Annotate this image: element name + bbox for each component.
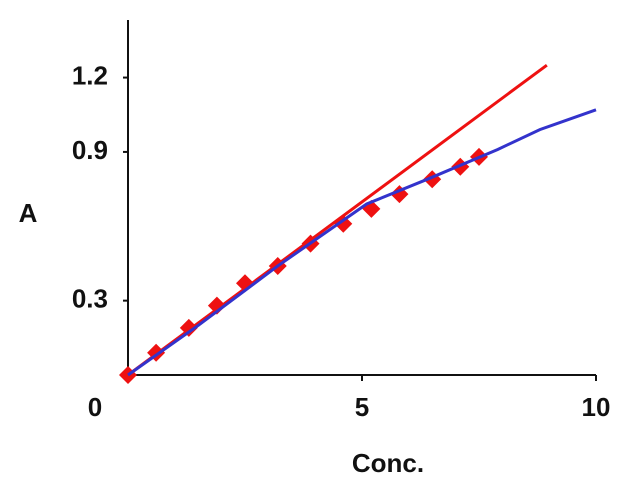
line <box>127 108 597 377</box>
y-axis-label: A <box>19 198 38 228</box>
point <box>207 296 226 315</box>
y-tick-label: 1.2 <box>72 60 108 90</box>
line <box>127 63 548 377</box>
x-tick-label: 5 <box>355 392 369 422</box>
x-tick-label: 0 <box>88 392 102 422</box>
x-tick-label: 10 <box>582 392 611 422</box>
y-tick-label: 0.3 <box>72 284 108 314</box>
x-axis-label: Conc. <box>352 448 424 478</box>
y-tick-label: 0.9 <box>72 135 108 165</box>
